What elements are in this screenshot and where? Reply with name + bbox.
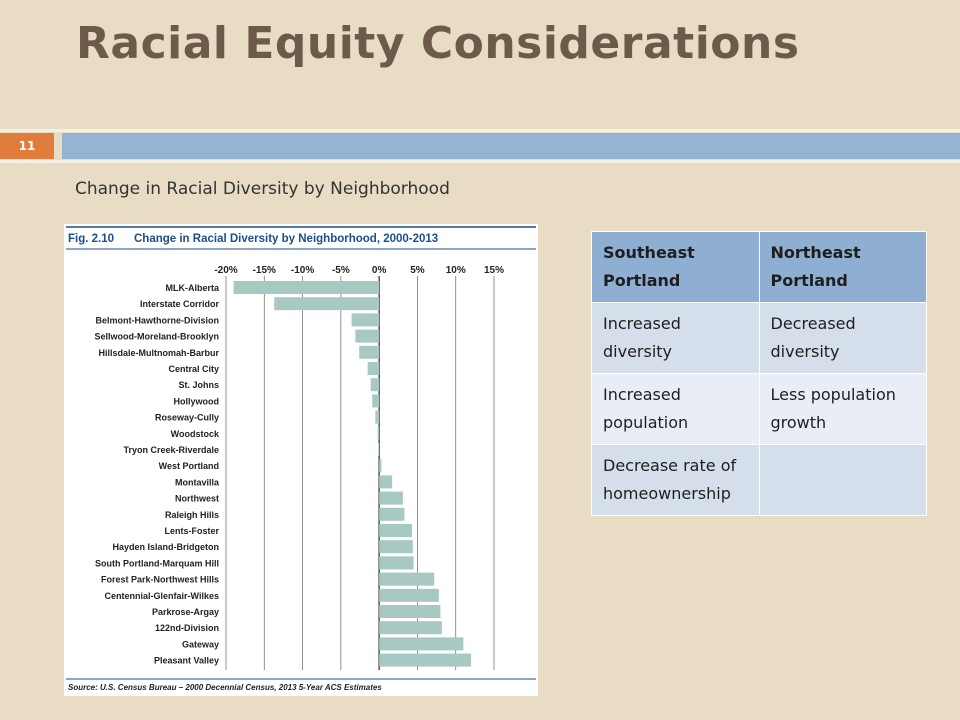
table-cell: Increased population bbox=[591, 373, 760, 445]
chart-source: Source: U.S. Census Bureau – 2000 Decenn… bbox=[68, 683, 382, 692]
bar bbox=[359, 345, 380, 359]
bar bbox=[379, 507, 405, 521]
diversity-chart: Fig. 2.10 Change in Racial Diversity by … bbox=[64, 224, 538, 696]
table-cell: Decrease rate of homeownership bbox=[591, 444, 760, 516]
category-label: Sellwood-Moreland-Brooklyn bbox=[94, 332, 219, 342]
category-label: Hayden Island-Bridgeton bbox=[112, 542, 219, 552]
category-label: Parkrose-Argay bbox=[152, 607, 219, 617]
title-divider-bottom bbox=[0, 160, 960, 163]
chart-bars bbox=[233, 281, 472, 667]
category-label: South Portland-Marquam Hill bbox=[95, 558, 219, 568]
bar bbox=[379, 540, 413, 554]
category-label: MLK-Alberta bbox=[166, 283, 220, 293]
bar bbox=[379, 637, 464, 651]
category-label: Central City bbox=[168, 364, 219, 374]
category-label: Lents-Foster bbox=[164, 526, 219, 536]
table-cell: Increased diversity bbox=[591, 302, 760, 374]
bar bbox=[379, 556, 414, 570]
category-label: Belmont-Hawthorne-Division bbox=[95, 315, 219, 325]
x-tick-label: -5% bbox=[332, 265, 350, 276]
category-label: Hollywood bbox=[174, 396, 220, 406]
bar bbox=[379, 459, 382, 473]
comparison-table: Southeast Portland Northeast Portland In… bbox=[591, 231, 927, 516]
x-tick-label: -15% bbox=[253, 265, 276, 276]
slide-title: Racial Equity Considerations bbox=[76, 18, 800, 69]
category-label: Tryon Creek-Riverdale bbox=[123, 445, 219, 455]
category-label: Pleasant Valley bbox=[154, 656, 219, 666]
bar bbox=[355, 329, 380, 343]
bar bbox=[379, 605, 441, 618]
category-label: 122nd-Division bbox=[155, 623, 219, 633]
bar bbox=[379, 588, 439, 602]
x-tick-label: 15% bbox=[484, 265, 504, 276]
bar bbox=[367, 362, 380, 375]
table-cell: Decreased diversity bbox=[758, 302, 927, 374]
bar bbox=[378, 443, 380, 456]
x-tick-label: 10% bbox=[446, 265, 466, 276]
category-label: Woodstock bbox=[171, 429, 220, 439]
bar bbox=[377, 426, 380, 440]
bar bbox=[351, 313, 380, 327]
bar bbox=[379, 572, 435, 586]
x-tick-label: 0% bbox=[372, 265, 387, 276]
bar bbox=[375, 410, 380, 424]
bar bbox=[379, 475, 393, 489]
chart-fig-label: Fig. 2.10 bbox=[68, 233, 114, 245]
x-tick-label: -10% bbox=[291, 265, 314, 276]
table-row: Increased diversity Decreased diversity bbox=[591, 302, 927, 374]
chart-canvas: Fig. 2.10 Change in Racial Diversity by … bbox=[66, 226, 536, 692]
bar bbox=[379, 491, 403, 505]
bar bbox=[379, 621, 442, 635]
category-label: West Portland bbox=[159, 461, 219, 471]
table-row: Increased population Less population gro… bbox=[591, 373, 927, 445]
bar bbox=[370, 378, 380, 392]
chart-x-ticks: -20% -15% -10% -5% 0% 5% 10% 15% bbox=[214, 265, 504, 276]
category-label: Hillsdale-Multnomah-Barbur bbox=[98, 348, 219, 358]
category-label: Centennial-Glenfair-Wilkes bbox=[105, 591, 219, 601]
header-southeast: Southeast Portland bbox=[591, 231, 760, 303]
category-label: Montavilla bbox=[175, 477, 220, 487]
header-band bbox=[62, 133, 960, 159]
bar bbox=[274, 297, 380, 311]
slide-number: 11 bbox=[0, 133, 54, 159]
title-divider-top bbox=[0, 129, 960, 132]
slide-subtitle: Change in Racial Diversity by Neighborho… bbox=[75, 179, 450, 199]
bar bbox=[379, 653, 472, 667]
table-cell bbox=[758, 444, 927, 516]
category-label: Forest Park-Northwest Hills bbox=[101, 575, 219, 585]
category-label: Roseway-Cully bbox=[155, 413, 219, 423]
bar bbox=[379, 524, 413, 537]
category-label: Raleigh Hills bbox=[165, 510, 219, 520]
table-cell: Less population growth bbox=[758, 373, 927, 445]
bar bbox=[233, 281, 380, 294]
chart-category-labels: MLK-Alberta Interstate Corridor Belmont-Ha… bbox=[94, 283, 220, 666]
category-label: St. Johns bbox=[178, 380, 219, 390]
category-label: Gateway bbox=[182, 639, 219, 649]
x-tick-label: -20% bbox=[214, 265, 237, 276]
table-row: Decrease rate of homeownership bbox=[591, 444, 927, 516]
category-label: Interstate Corridor bbox=[140, 299, 220, 309]
table-header-row: Southeast Portland Northeast Portland bbox=[591, 231, 927, 303]
chart-title: Change in Racial Diversity by Neighborho… bbox=[134, 233, 438, 245]
x-tick-label: 5% bbox=[410, 265, 425, 276]
category-label: Northwest bbox=[175, 494, 219, 504]
header-northeast: Northeast Portland bbox=[758, 231, 927, 303]
bar bbox=[372, 394, 380, 408]
